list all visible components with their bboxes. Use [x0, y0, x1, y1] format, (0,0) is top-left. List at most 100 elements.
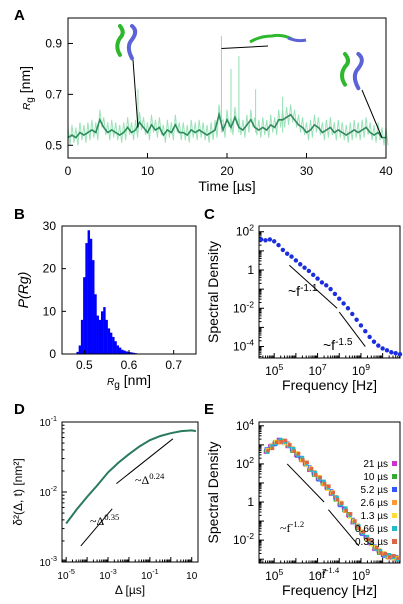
x-axis-label: Rg [nm]: [107, 372, 151, 391]
x-tick-label: 109: [352, 362, 370, 378]
protein-helix-blue: [352, 52, 364, 91]
spectral-point: [387, 555, 392, 559]
spectral-point: [374, 545, 379, 550]
y-axis-label: Spectral Density: [205, 442, 221, 544]
histogram-bar: [96, 315, 99, 354]
protein-helix-green: [340, 52, 350, 87]
leader-line: [221, 45, 269, 50]
panel-d-frame: [61, 421, 199, 563]
panel-letter-b: B: [14, 206, 25, 223]
rg-trace-line: [67, 111, 386, 139]
spectral-point: [393, 351, 398, 356]
y-tick-label: 0: [49, 347, 56, 361]
protein-structure-compact-1: [115, 24, 138, 61]
guide-label-f-1-1: ~f-1.1: [288, 283, 318, 299]
legend-label: 2.6 µs: [361, 498, 388, 509]
guide-label-f-1-4: ~f-1.4: [315, 565, 340, 581]
x-axis-label: Δ [µs]: [115, 583, 145, 597]
histogram-bar: [116, 345, 120, 354]
y-tick-label: 10-3: [39, 554, 57, 569]
y-tick-label: 102: [236, 455, 254, 471]
panel-letter-c: C: [204, 206, 215, 223]
spectral-point: [335, 495, 339, 500]
guide-label-f-1-2: ~f-1.2: [280, 519, 304, 535]
histogram-bar: [78, 345, 82, 354]
y-tick-label: 1: [247, 263, 254, 277]
spectral-point: [267, 237, 273, 242]
spectral-point: [319, 280, 325, 285]
x-tick-label: 0: [65, 164, 72, 178]
x-tick-label: 40: [379, 164, 393, 178]
spectral-point: [266, 448, 270, 453]
spectral-point: [332, 291, 338, 297]
protein-helix-blue: [126, 24, 138, 61]
spectral-point: [348, 512, 353, 516]
spectral-point: [298, 262, 303, 267]
y-tick-label: 102: [236, 223, 254, 239]
histogram-bar: [76, 351, 79, 354]
spectral-point: [387, 553, 391, 557]
x-axis-label: Frequency [Hz]: [282, 377, 377, 393]
histogram-bar: [132, 352, 135, 354]
power-law-guide-line: [80, 508, 113, 547]
protein-structure-compact-2: [340, 52, 364, 91]
histogram-bar: [103, 307, 106, 354]
spectral-point: [274, 440, 279, 444]
legend-marker: [392, 474, 397, 479]
spectral-point: [315, 276, 320, 281]
spectral-point: [350, 311, 355, 317]
spectral-point: [291, 447, 296, 451]
y-tick-label: 10-4: [233, 338, 254, 354]
y-tick-label: 0.9: [45, 36, 62, 50]
x-tick-label: 0.7: [165, 358, 182, 372]
histogram-bar: [80, 319, 84, 354]
x-tick-label: 10-5: [57, 567, 75, 582]
y-axis-label: Spectral Density: [205, 241, 221, 343]
spectral-point: [328, 286, 333, 292]
y-tick-label: 30: [43, 219, 57, 233]
spectral-point: [279, 440, 283, 444]
protein-strand-green: [249, 33, 293, 44]
x-tick-label: 10-3: [99, 567, 117, 582]
legend-label: 0.66 µs: [355, 524, 388, 535]
histogram-bar: [107, 328, 111, 354]
spectral-point: [278, 437, 283, 442]
histogram-bar: [92, 260, 95, 354]
y-tick-label: 1: [247, 495, 254, 509]
histogram-bar: [121, 349, 124, 354]
x-tick-label: 10: [186, 571, 198, 582]
spectral-point: [356, 524, 361, 528]
y-axis-label: Rg [nm]: [17, 66, 36, 110]
spectral-point: [271, 239, 277, 244]
spectral-point: [378, 549, 383, 553]
spectral-point: [343, 506, 348, 510]
legend-label: 5.2 µs: [361, 485, 388, 496]
spectral-point: [365, 534, 370, 539]
spectral-point: [293, 258, 299, 263]
protein-structure-extended: [249, 33, 307, 44]
panel-a-frame: [67, 17, 387, 159]
legend-marker: [392, 539, 397, 544]
histogram-bar: [89, 238, 93, 354]
legend-marker: [392, 513, 397, 518]
x-axis-label: Frequency [Hz]: [282, 582, 377, 598]
spectral-point: [318, 475, 322, 480]
power-law-guide-line: [328, 509, 360, 547]
spectral-point: [371, 339, 377, 344]
spectral-point: [370, 539, 375, 544]
spectral-point: [331, 490, 335, 495]
spectral-point: [263, 238, 268, 243]
legend-marker: [392, 461, 397, 466]
spectral-point: [288, 443, 292, 447]
histogram-bar: [118, 347, 122, 354]
x-tick-label: 105: [265, 567, 283, 583]
x-tick-label: 30: [300, 164, 314, 178]
spectral-point: [392, 553, 396, 558]
x-tick-label: 107: [308, 362, 326, 378]
spectral-point: [327, 484, 331, 489]
legend-label: 21 µs: [363, 459, 388, 470]
legend-marker: [392, 500, 397, 505]
histogram-bar: [112, 336, 115, 354]
spectral-point: [280, 247, 286, 253]
spectral-point: [324, 283, 329, 288]
